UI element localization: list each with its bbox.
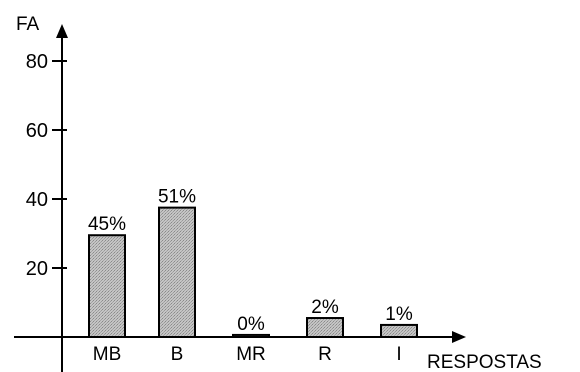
- bar-mb: [88, 234, 126, 339]
- y-tick-label: 80: [26, 51, 48, 73]
- bar-r: [306, 317, 344, 338]
- bar-i: [380, 323, 418, 338]
- y-tick-label: 20: [26, 258, 48, 280]
- category-label: R: [318, 344, 332, 365]
- value-label: 2%: [311, 297, 339, 318]
- category-label: MR: [236, 344, 266, 365]
- x-axis-arrow: [452, 331, 466, 343]
- value-label: 1%: [385, 304, 413, 325]
- bar-b: [158, 206, 196, 338]
- y-tick-label: 60: [26, 120, 48, 142]
- y-axis-arrow: [56, 24, 68, 38]
- y-tick-label: 40: [26, 189, 48, 211]
- value-label: 0%: [237, 314, 265, 335]
- category-label: B: [171, 344, 184, 365]
- value-label: 51%: [158, 187, 196, 208]
- category-label: MB: [93, 344, 122, 365]
- value-label: 45%: [88, 214, 126, 235]
- x-axis-title: RESPOSTAS: [427, 352, 542, 372]
- category-label: I: [396, 344, 401, 365]
- y-axis-title: FA: [16, 14, 40, 35]
